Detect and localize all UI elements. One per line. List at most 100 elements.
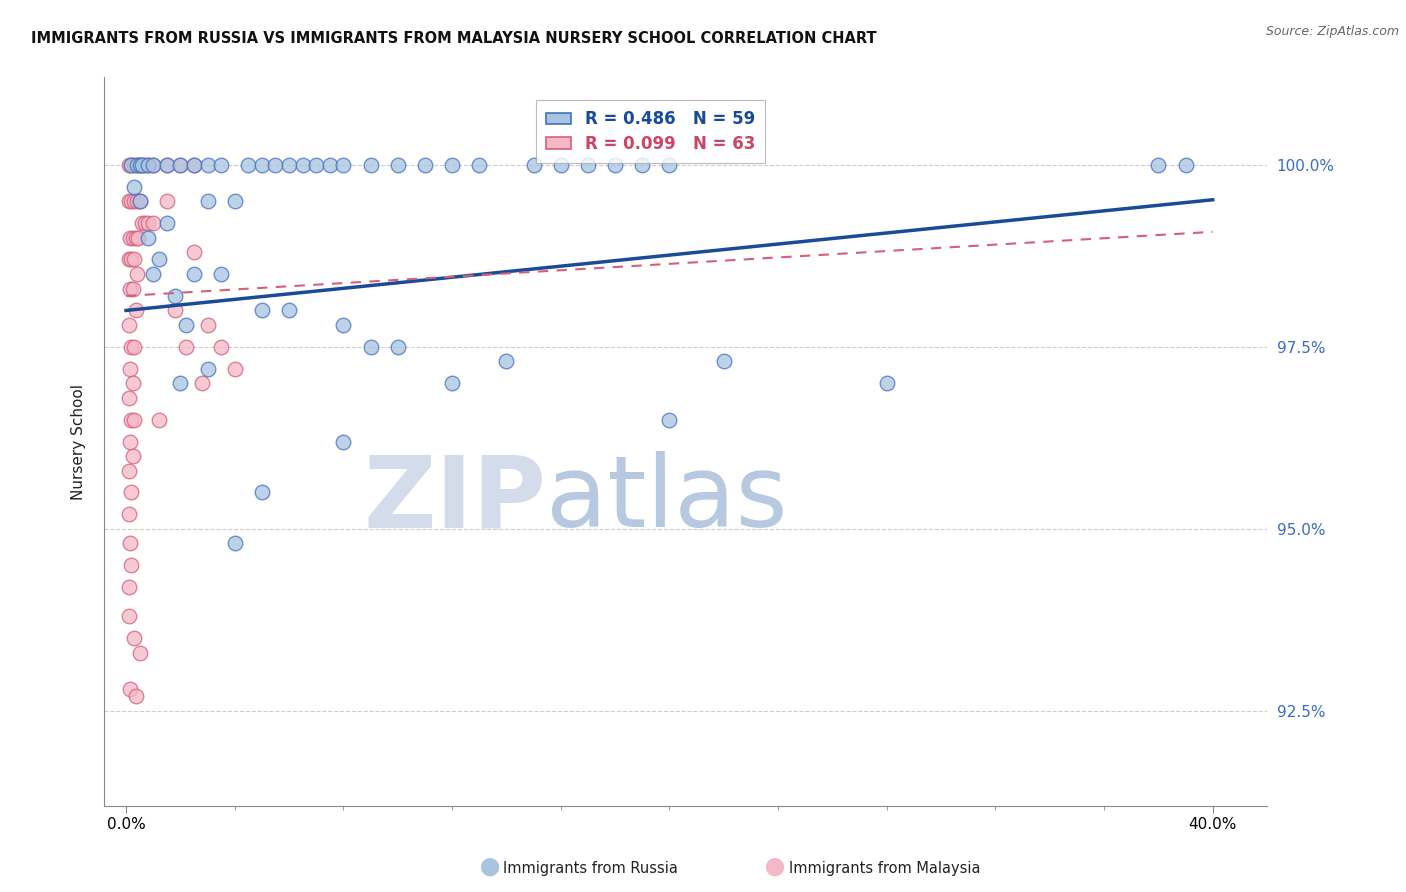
- Point: [183, 158, 205, 172]
- Point: [1147, 158, 1170, 172]
- Point: [224, 194, 246, 209]
- Point: [495, 354, 517, 368]
- Point: [121, 282, 143, 296]
- Text: ⬤: ⬤: [479, 857, 499, 876]
- Point: [136, 216, 159, 230]
- Point: [156, 194, 179, 209]
- Point: [118, 318, 141, 332]
- Point: [360, 340, 382, 354]
- Point: [148, 412, 170, 426]
- Point: [224, 361, 246, 376]
- Point: [121, 252, 143, 267]
- Point: [250, 303, 273, 318]
- Point: [197, 194, 219, 209]
- Point: [156, 158, 179, 172]
- Point: [305, 158, 328, 172]
- Point: [121, 194, 143, 209]
- Text: Immigrants from Russia: Immigrants from Russia: [503, 861, 678, 876]
- Point: [120, 536, 142, 550]
- Point: [134, 216, 156, 230]
- Point: [156, 216, 179, 230]
- Point: [278, 303, 301, 318]
- Point: [125, 158, 148, 172]
- Point: [128, 158, 150, 172]
- Point: [441, 376, 464, 391]
- Point: [131, 158, 153, 172]
- Point: [128, 158, 150, 172]
- Point: [658, 158, 681, 172]
- Point: [121, 340, 143, 354]
- Text: atlas: atlas: [546, 451, 787, 549]
- Point: [1174, 158, 1197, 172]
- Text: IMMIGRANTS FROM RUSSIA VS IMMIGRANTS FROM MALAYSIA NURSERY SCHOOL CORRELATION CH: IMMIGRANTS FROM RUSSIA VS IMMIGRANTS FRO…: [31, 31, 876, 46]
- Point: [713, 354, 735, 368]
- Point: [250, 485, 273, 500]
- Point: [522, 158, 544, 172]
- Point: [576, 158, 599, 172]
- Point: [136, 158, 159, 172]
- Point: [122, 252, 145, 267]
- Point: [468, 158, 491, 172]
- Point: [197, 361, 219, 376]
- Text: ⬤: ⬤: [765, 857, 785, 876]
- Point: [332, 158, 354, 172]
- Point: [125, 194, 148, 209]
- Point: [121, 558, 143, 573]
- Point: [118, 194, 141, 209]
- Point: [163, 303, 186, 318]
- Point: [128, 194, 150, 209]
- Point: [134, 158, 156, 172]
- Point: [128, 646, 150, 660]
- Text: Source: ZipAtlas.com: Source: ZipAtlas.com: [1265, 25, 1399, 38]
- Point: [118, 580, 141, 594]
- Point: [174, 318, 197, 332]
- Point: [125, 267, 148, 281]
- Point: [264, 158, 287, 172]
- Point: [238, 158, 260, 172]
- Point: [291, 158, 314, 172]
- Point: [174, 340, 197, 354]
- Point: [121, 412, 143, 426]
- Point: [121, 158, 143, 172]
- Point: [122, 412, 145, 426]
- Point: [124, 690, 146, 704]
- Point: [131, 158, 153, 172]
- Point: [209, 158, 232, 172]
- Point: [142, 158, 165, 172]
- Y-axis label: Nursery School: Nursery School: [72, 384, 86, 500]
- Point: [183, 267, 205, 281]
- Point: [319, 158, 342, 172]
- Point: [121, 485, 143, 500]
- Point: [148, 252, 170, 267]
- Point: [658, 412, 681, 426]
- Point: [360, 158, 382, 172]
- Point: [120, 282, 142, 296]
- Point: [131, 216, 153, 230]
- Text: ZIP: ZIP: [363, 451, 546, 549]
- Point: [122, 179, 145, 194]
- Point: [127, 230, 149, 244]
- Point: [603, 158, 626, 172]
- Point: [120, 434, 142, 449]
- Legend: R = 0.486   N = 59, R = 0.099   N = 63: R = 0.486 N = 59, R = 0.099 N = 63: [537, 100, 765, 163]
- Point: [387, 158, 409, 172]
- Point: [169, 158, 191, 172]
- Point: [122, 340, 145, 354]
- Point: [387, 340, 409, 354]
- Point: [118, 464, 141, 478]
- Point: [118, 391, 141, 405]
- Point: [876, 376, 898, 391]
- Point: [136, 230, 159, 244]
- Point: [136, 158, 159, 172]
- Point: [183, 158, 205, 172]
- Point: [118, 508, 141, 522]
- Point: [156, 158, 179, 172]
- Point: [441, 158, 464, 172]
- Point: [122, 631, 145, 645]
- Point: [142, 158, 165, 172]
- Point: [118, 252, 141, 267]
- Text: Immigrants from Malaysia: Immigrants from Malaysia: [789, 861, 980, 876]
- Point: [209, 267, 232, 281]
- Point: [197, 158, 219, 172]
- Point: [332, 434, 354, 449]
